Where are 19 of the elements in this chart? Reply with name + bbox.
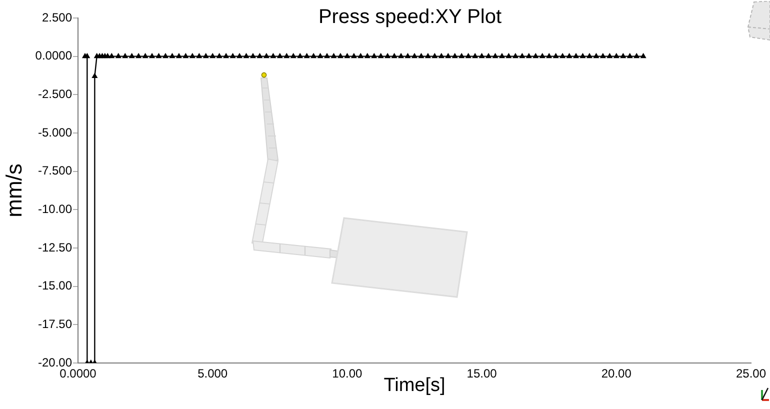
y-tick-label: 0.0000 — [35, 48, 72, 63]
y-tick-label: -10.00 — [38, 202, 72, 216]
y-tick-label: -12.50 — [38, 240, 72, 254]
y-tick-label: -20.00 — [38, 355, 72, 370]
x-tick-label: 25.00 — [736, 366, 766, 381]
x-tick-label: 0.0000 — [60, 366, 97, 381]
x-tick-label: 20.00 — [601, 366, 632, 381]
y-tick-label: -7.500 — [38, 164, 72, 178]
y-axis-title: mm/s — [1, 164, 26, 218]
x-tick-label: 15.00 — [466, 366, 498, 381]
chart-title: Press speed:XY Plot — [318, 6, 502, 28]
y-tick-label: -17.50 — [38, 316, 72, 331]
x-tick-label: 10.00 — [332, 366, 363, 381]
y-tick-label: -2.500 — [38, 86, 72, 101]
x-tick-label: 5.000 — [198, 366, 228, 381]
y-tick-label: -15.00 — [38, 278, 72, 293]
y-tick-label: 2.500 — [42, 10, 72, 24]
y-tick-label: -5.000 — [38, 125, 72, 140]
x-axis-title: Time[s] — [384, 374, 446, 396]
